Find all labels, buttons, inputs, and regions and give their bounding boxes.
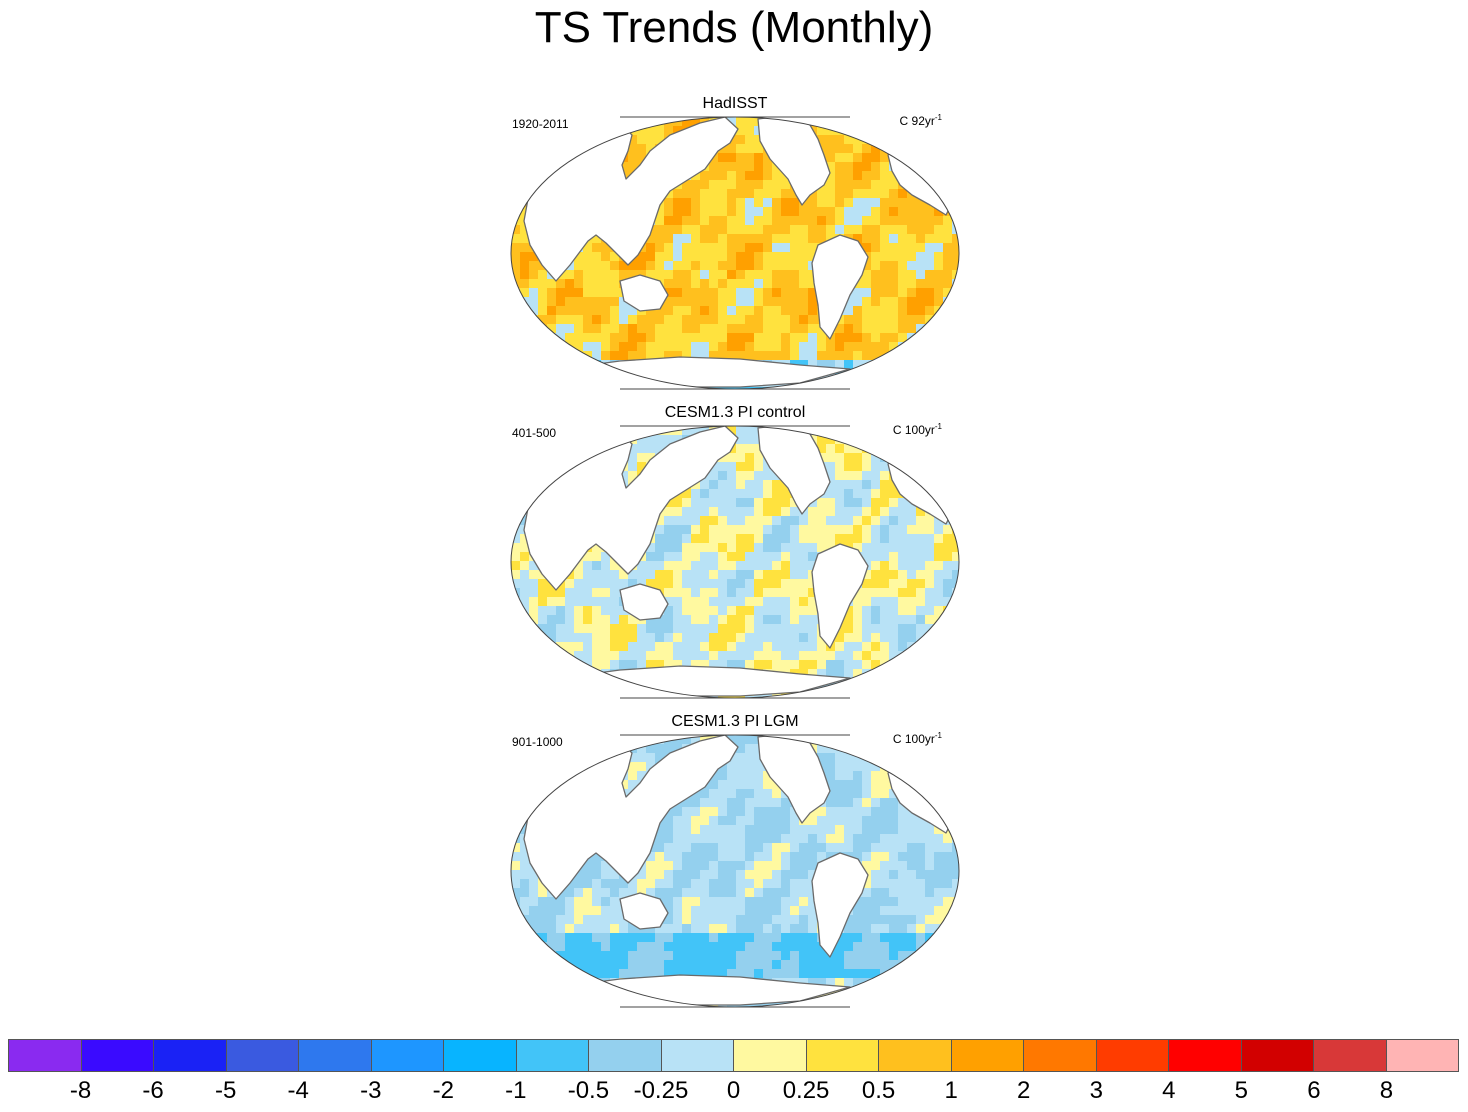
colorbar-label: -6 — [142, 1077, 164, 1104]
colorbar-box — [734, 1040, 807, 1071]
colorbar-box — [1386, 1040, 1458, 1071]
colorbar-box — [589, 1040, 662, 1071]
colorbar-box — [9, 1040, 82, 1071]
colorbar-box — [1314, 1040, 1387, 1071]
colorbar-label: 0.5 — [861, 1077, 896, 1104]
map-svg — [510, 425, 960, 699]
colorbar-box — [516, 1040, 589, 1071]
panel-units: C 100yr-1 — [892, 731, 942, 746]
colorbar-label: 1 — [944, 1077, 958, 1104]
colorbar — [8, 1039, 1459, 1072]
colorbar-label: 0 — [726, 1077, 741, 1104]
colorbar-box — [879, 1040, 952, 1071]
colorbar-label: -4 — [287, 1077, 309, 1104]
colorbar-label: -3 — [360, 1077, 382, 1104]
colorbar-box — [444, 1040, 517, 1071]
colorbar-box — [299, 1040, 372, 1071]
map-panel-hadisst: HadISST 1920-2011 C 92yr-1 — [500, 95, 970, 395]
colorbar-label: 0.25 — [782, 1077, 830, 1104]
colorbar-box — [81, 1040, 154, 1071]
colorbar-label: -1 — [505, 1077, 527, 1104]
colorbar-box — [661, 1040, 734, 1071]
panel-title: CESM1.3 PI control — [664, 404, 806, 421]
colorbar-label: -2 — [432, 1077, 454, 1104]
panel-period: 1920-2011 — [512, 117, 569, 131]
panel-title: HadISST — [702, 95, 768, 112]
colorbar-label: 8 — [1379, 1077, 1394, 1104]
panel-period: 901-1000 — [512, 735, 563, 749]
colorbar-label: 2 — [1017, 1077, 1031, 1104]
map-svg — [510, 116, 960, 390]
colorbar-box — [1024, 1040, 1097, 1071]
colorbar-box — [951, 1040, 1024, 1071]
colorbar-label: 4 — [1162, 1077, 1176, 1104]
colorbar-label: -0.25 — [633, 1077, 689, 1104]
figure-title: TS Trends (Monthly) — [534, 3, 934, 52]
colorbar-box — [371, 1040, 444, 1071]
colorbar-label: -8 — [69, 1077, 92, 1104]
panel-units: C 100yr-1 — [892, 422, 942, 437]
colorbar-box — [226, 1040, 299, 1071]
map-svg — [510, 734, 960, 1008]
colorbar-box — [1096, 1040, 1169, 1071]
panel-title: CESM1.3 PI LGM — [671, 713, 799, 730]
colorbar-box — [154, 1040, 227, 1071]
colorbar-label: 6 — [1307, 1077, 1321, 1104]
colorbar-label: -0.5 — [567, 1077, 610, 1104]
colorbar-box — [806, 1040, 879, 1071]
colorbar-box — [1169, 1040, 1242, 1071]
colorbar-labels: -8 -6 -5 -4 -3 -2 -1 -0.5 -0.25 0 0.25 0.5 1 2 3 4 5 6 8 — [0, 1076, 1468, 1110]
colorbar-label: 3 — [1089, 1077, 1103, 1104]
colorbar-label: 5 — [1234, 1077, 1249, 1104]
colorbar-box — [1241, 1040, 1314, 1071]
colorbar-label: -5 — [214, 1077, 237, 1104]
map-panel-cesm-pi-control: CESM1.3 PI control 401-500 C 100yr-1 — [500, 404, 970, 704]
panel-period: 401-500 — [512, 426, 557, 440]
map-panel-cesm-pi-lgm: CESM1.3 PI LGM 901-1000 C 100yr-1 — [500, 713, 970, 1013]
panel-units: C 92yr-1 — [899, 113, 942, 128]
